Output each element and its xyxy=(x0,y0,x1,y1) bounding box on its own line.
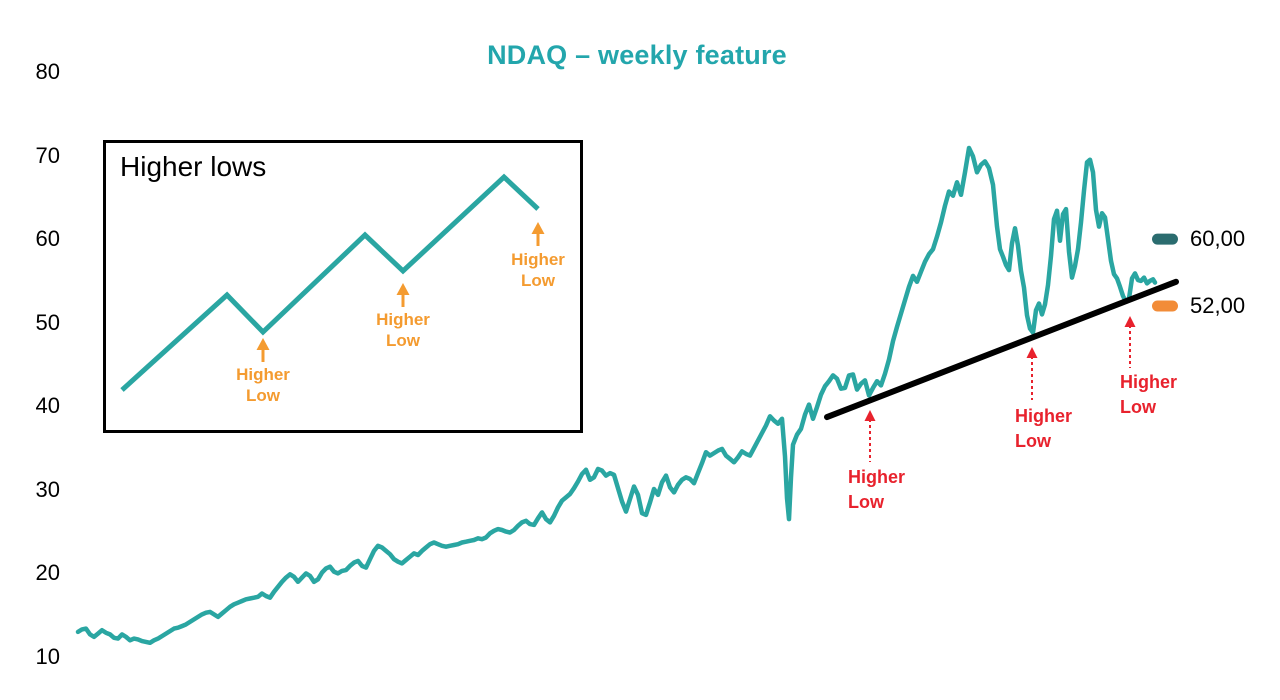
chart-title: NDAQ – weekly feature xyxy=(487,40,787,70)
y-tick-40: 40 xyxy=(35,393,60,419)
price-pill-60 xyxy=(1152,233,1178,245)
inset-panel: Higher lows xyxy=(103,140,583,433)
y-tick-80: 80 xyxy=(35,59,60,84)
inset-title: Higher lows xyxy=(120,151,267,182)
higher-low-label-1: Higher Low xyxy=(848,465,905,515)
price-label-60: 60,00 xyxy=(1190,226,1246,252)
higher-low-arrowhead-3 xyxy=(1124,316,1136,327)
higher-low-label-line: Higher xyxy=(1015,406,1073,426)
y-tick-50: 50 xyxy=(35,309,60,335)
higher-low-label-line: Low xyxy=(1015,431,1051,451)
y-tick-60: 60 xyxy=(35,226,60,252)
y-tick-20: 20 xyxy=(35,560,60,586)
higher-low-label-line: Low xyxy=(848,492,884,512)
higher-low-label-line: Higher xyxy=(1120,372,1178,392)
higher-low-arrowhead-1 xyxy=(864,410,876,421)
price-label-52: 52,00 xyxy=(1190,292,1246,318)
higher-low-label-3: Higher Low xyxy=(1120,370,1177,420)
higher-low-label-2: Higher Low xyxy=(1015,404,1072,454)
higher-low-label-line: Low xyxy=(1120,397,1156,417)
trendline xyxy=(824,278,1179,421)
y-tick-10: 10 xyxy=(35,643,60,669)
higher-low-arrowhead-2 xyxy=(1026,347,1038,358)
y-tick-30: 30 xyxy=(35,476,60,502)
higher-low-label-line: Higher xyxy=(848,467,906,487)
price-pill-52 xyxy=(1152,300,1178,312)
y-tick-70: 70 xyxy=(35,142,60,168)
